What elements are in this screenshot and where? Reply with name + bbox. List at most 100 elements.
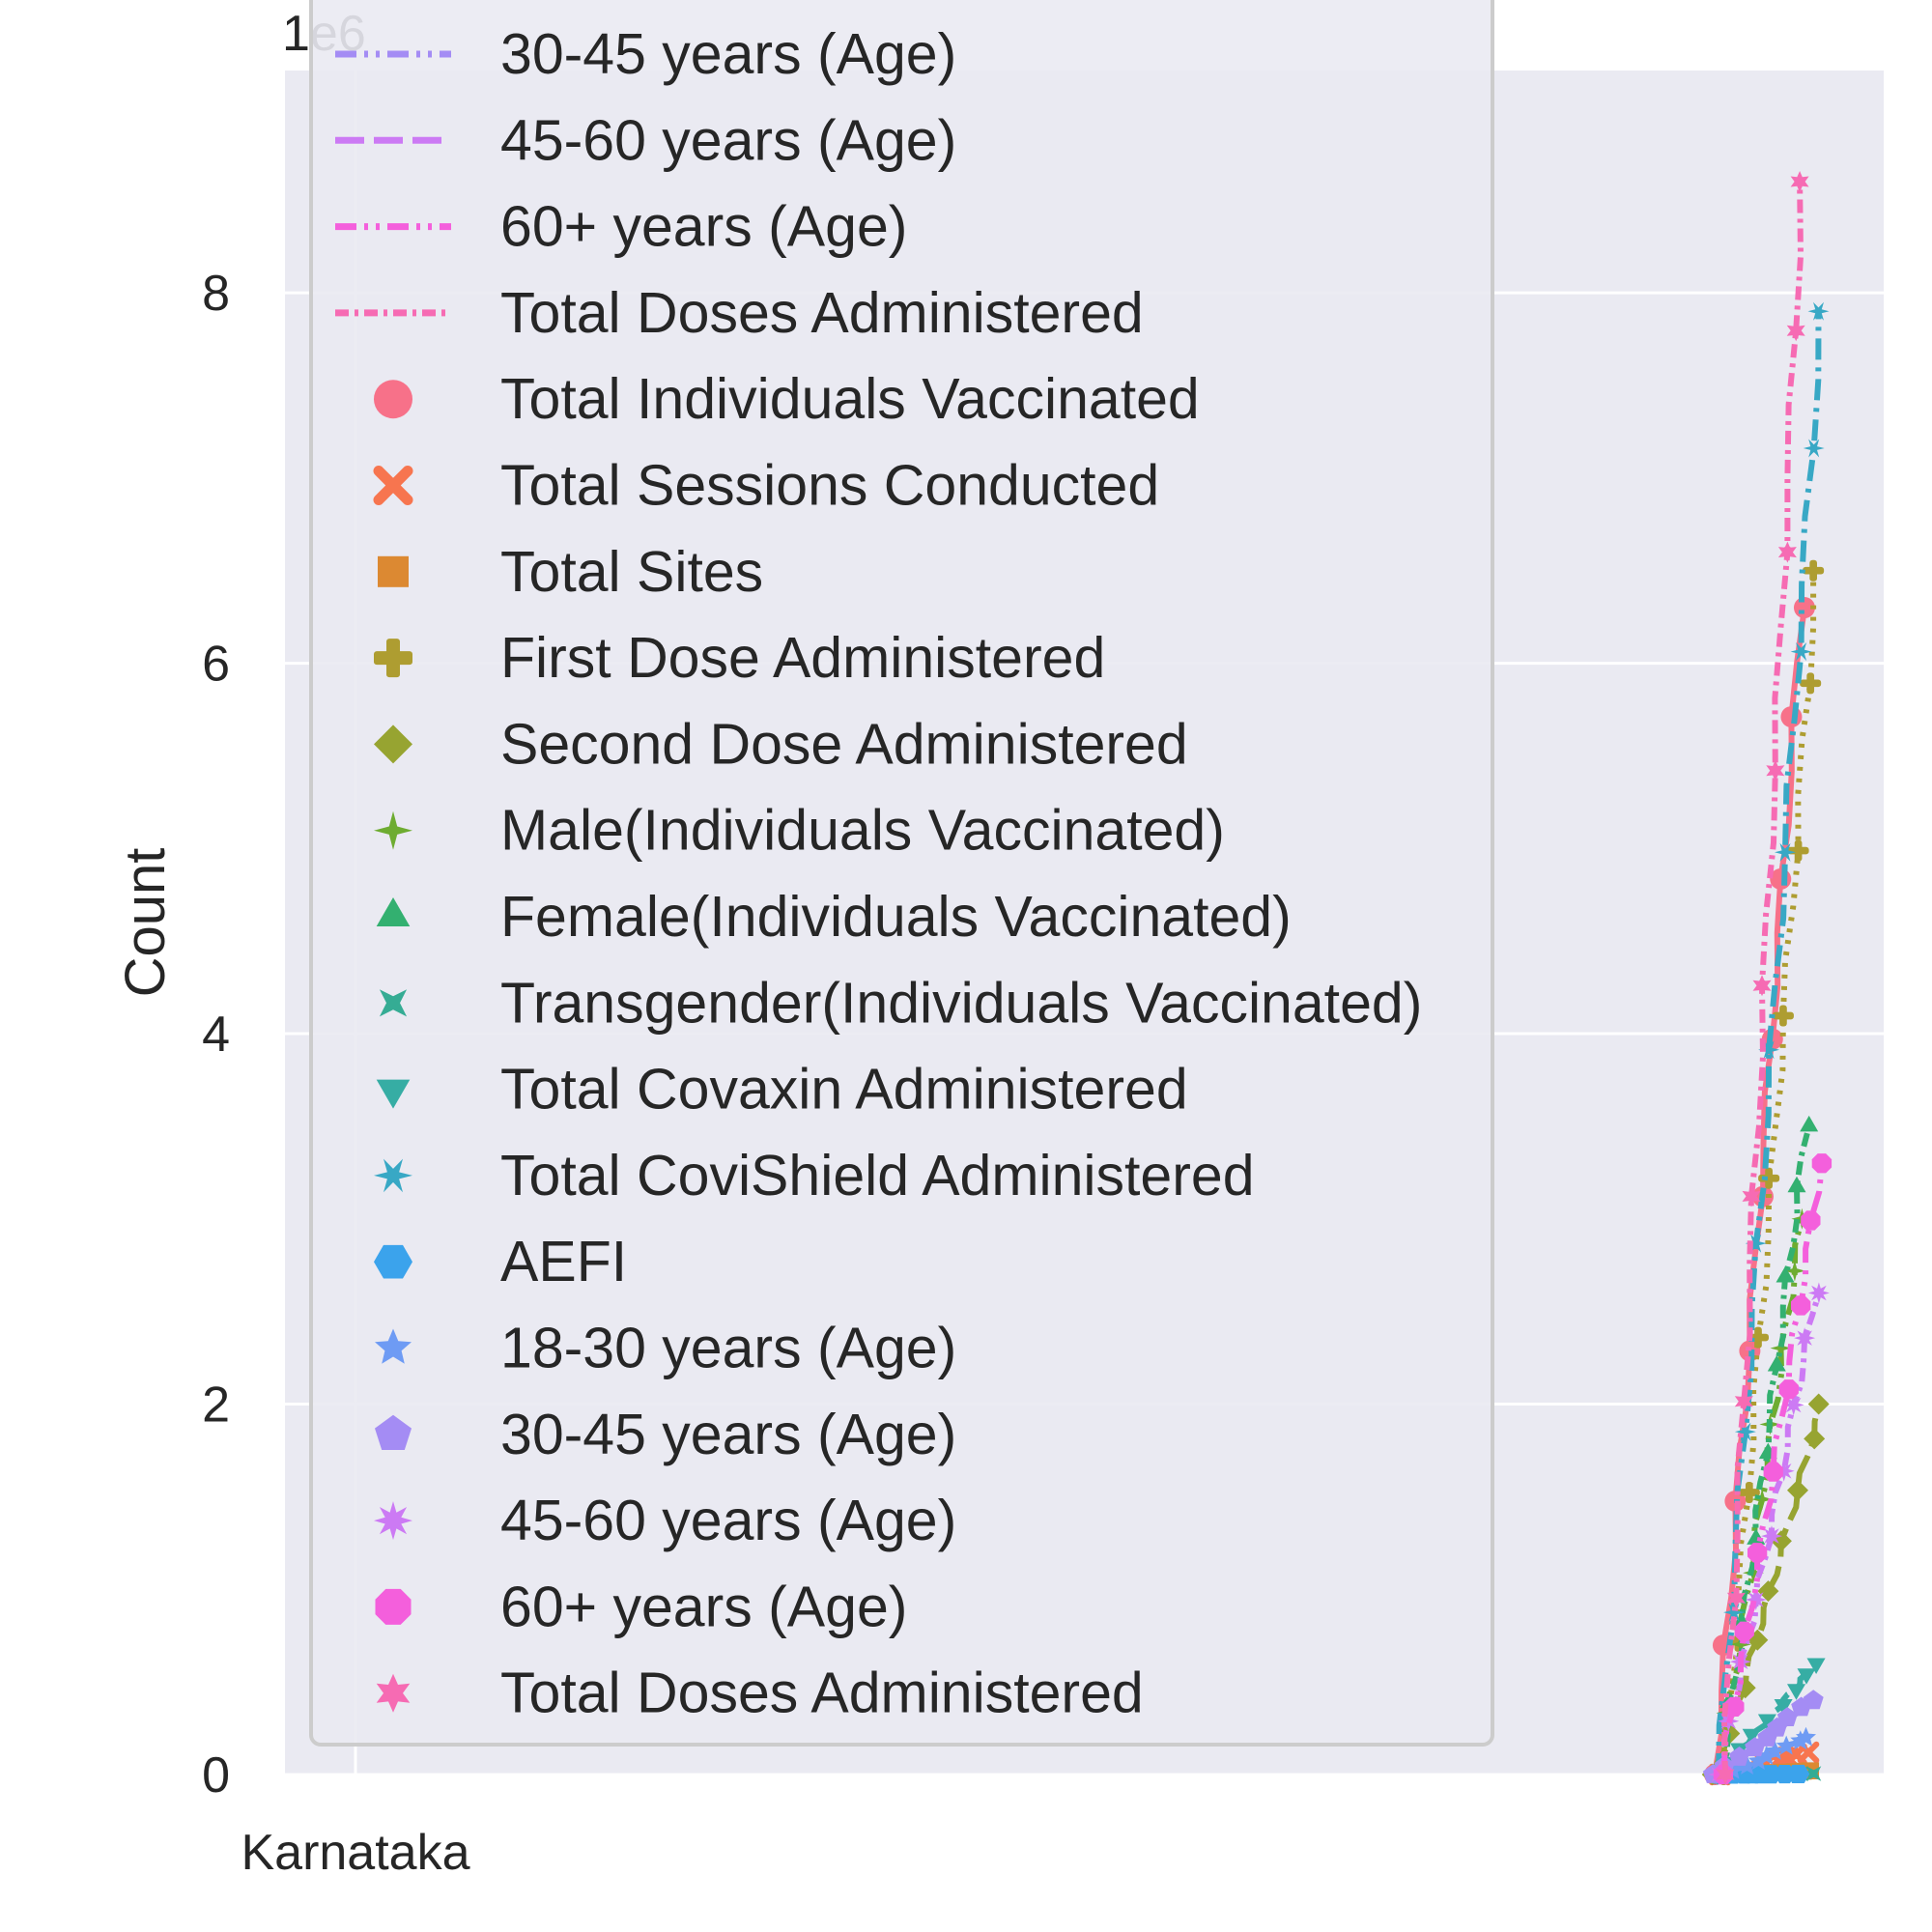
legend-label: 30-45 years (Age) [500, 1403, 956, 1466]
legend-label: Total Sessions Conducted [500, 454, 1159, 518]
series-point [1734, 1621, 1754, 1641]
series-point [1758, 1040, 1780, 1060]
legend-label: Female(Individuals Vaccinated) [500, 885, 1292, 949]
series-point [1805, 1766, 1822, 1781]
legend-marker-swatch [374, 724, 412, 764]
series-point [1730, 1634, 1752, 1656]
series-point [1807, 1393, 1830, 1415]
series-point [1726, 1587, 1746, 1609]
series-point [1800, 672, 1822, 695]
legend-label: 18-30 years (Age) [500, 1317, 956, 1380]
series-point [1776, 1266, 1795, 1283]
series-point [1811, 1153, 1833, 1174]
series-point [1729, 1747, 1749, 1766]
series-line [1720, 181, 1804, 1776]
legend-label: First Dose Administered [500, 626, 1105, 690]
series-point [1787, 1684, 1806, 1700]
series-point [1734, 1390, 1753, 1412]
series-point [1751, 1489, 1774, 1511]
series-point [1716, 1764, 1735, 1785]
series-point [1760, 1765, 1782, 1784]
series-point [1767, 1355, 1786, 1372]
series-point [1803, 559, 1825, 582]
legend-marker-swatch [374, 1158, 412, 1193]
legend-marker-swatch [375, 1414, 412, 1450]
series-point [1742, 1728, 1761, 1746]
series-point [1774, 1699, 1793, 1716]
series-point [1772, 1005, 1794, 1027]
legend-marker-swatch [374, 1501, 412, 1541]
legend-label: 30-45 years (Age) [500, 22, 956, 86]
series-point [1763, 1462, 1783, 1482]
series-point [1797, 1668, 1816, 1685]
y-tick-labels: 0 2 4 6 8 [202, 266, 230, 1804]
legend-label: Transgender(Individuals Vaccinated) [500, 971, 1422, 1035]
legend-marker-swatch [375, 1588, 412, 1625]
series-point [1752, 975, 1772, 997]
series-point [1788, 1764, 1810, 1783]
series-point [1780, 706, 1803, 728]
legend-marker-swatch [375, 1328, 412, 1364]
legend-marker-swatch [376, 897, 411, 926]
legend-label: 45-60 years (Age) [500, 108, 956, 172]
series-point [1742, 1185, 1761, 1208]
series-point [1761, 1525, 1782, 1548]
legend-label: Total Covaxin Administered [500, 1058, 1188, 1122]
legend-marker-swatch [374, 810, 412, 850]
series-point [1776, 1735, 1797, 1755]
y-tick-label: 2 [202, 1378, 230, 1434]
legend-label: Male(Individuals Vaccinated) [500, 799, 1225, 863]
legend: 30-45 years (Age) 45-60 years (Age) 60+ ye… [309, 0, 1494, 1747]
series-point [1800, 1115, 1819, 1132]
series-point [1804, 1428, 1826, 1450]
series-point [1747, 1750, 1769, 1770]
series-point [1757, 1580, 1779, 1603]
legend-label: Total Doses Administered [500, 1662, 1144, 1725]
series-point [1723, 1603, 1745, 1622]
y-axis-label: Count [114, 848, 177, 998]
series-point [1770, 1337, 1792, 1359]
legend-label: Total Sites [500, 540, 763, 604]
series-point [1775, 842, 1796, 862]
series-point [1734, 1422, 1756, 1441]
series-point [1787, 1176, 1806, 1193]
legend-label: Total Individuals Vaccinated [500, 367, 1200, 431]
legend-marker-swatch [376, 1673, 411, 1713]
series-point [1738, 1482, 1760, 1504]
series-point [1803, 439, 1825, 458]
legend-label: AEFI [500, 1230, 627, 1293]
series-point [1777, 541, 1797, 563]
series-point [1801, 1210, 1821, 1231]
series-point [1807, 1282, 1830, 1304]
legend-label: Second Dose Administered [500, 712, 1188, 776]
y-tick-label: 4 [202, 1007, 230, 1063]
legend-label: 45-60 years (Age) [500, 1489, 956, 1552]
x-tick-label: Karnataka [241, 1825, 469, 1881]
series-line [1716, 1292, 1822, 1776]
series-point [1764, 1740, 1785, 1760]
legend-marker-swatch [374, 639, 412, 678]
legend-label: Total CoviShield Administered [500, 1144, 1255, 1208]
series-point [1783, 1260, 1805, 1282]
series-point [1778, 1379, 1799, 1400]
series-point [1791, 1295, 1811, 1316]
series-point [1776, 1707, 1798, 1726]
series-point [1724, 1696, 1745, 1717]
series-point [1794, 1327, 1816, 1350]
series-point [1786, 320, 1805, 342]
series-point [1745, 1234, 1767, 1253]
y-tick-label: 8 [202, 266, 230, 322]
legend-box [309, 0, 1494, 1747]
series-point [1747, 1543, 1768, 1563]
legend-marker-swatch [379, 989, 408, 1017]
series-point [1806, 1658, 1826, 1674]
legend-label: 60+ years (Age) [500, 195, 907, 259]
series-point [1790, 171, 1809, 192]
series-point [1790, 1730, 1811, 1750]
series-point [1787, 1479, 1808, 1501]
series-point [1757, 1714, 1776, 1730]
legend-label: 60+ years (Age) [500, 1575, 907, 1638]
series-line [1720, 1163, 1825, 1776]
y-tick-label: 0 [202, 1747, 230, 1804]
